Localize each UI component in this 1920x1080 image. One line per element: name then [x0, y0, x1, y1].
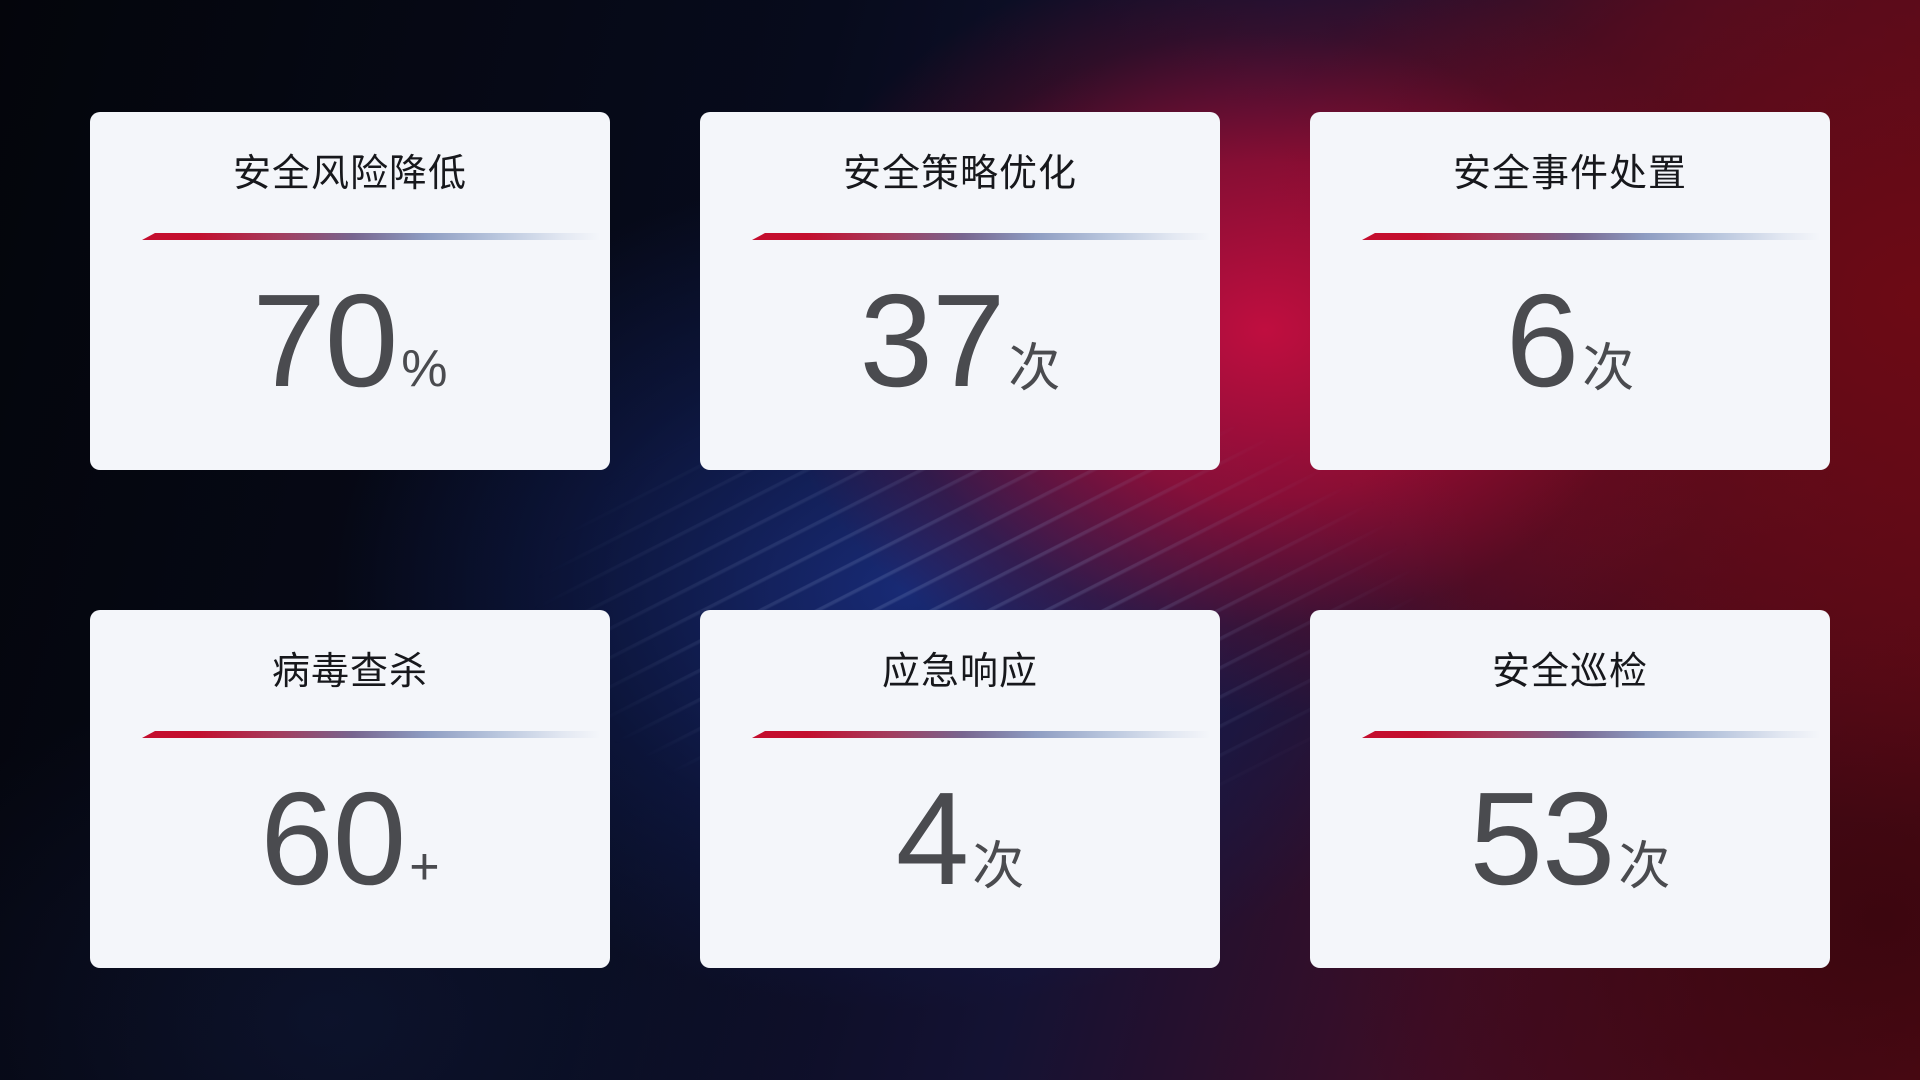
stat-value-row: 37 次: [700, 275, 1220, 407]
stat-unit: 次: [1618, 838, 1671, 896]
stat-value: 6: [1505, 267, 1579, 414]
card-title: 安全巡检: [1491, 651, 1648, 693]
stat-value: 37: [859, 267, 1006, 414]
stat-card-virus-scan: 病毒查杀 60 +: [90, 610, 610, 968]
stat-value: 60: [260, 765, 406, 912]
card-title: 安全策略优化: [842, 153, 1077, 195]
stat-unit: +: [409, 838, 440, 896]
card-title: 安全风险降低: [232, 153, 467, 195]
stat-unit: 次: [972, 838, 1025, 896]
stat-value-row: 4 次: [700, 773, 1220, 905]
stat-card-incident-handling: 安全事件处置 6 次: [1310, 112, 1830, 470]
stat-value: 4: [895, 765, 969, 912]
accent-divider: [1362, 233, 1820, 240]
stats-grid: 安全风险降低 70 % 安全策略优化 37 次 安全事件处置 6 次 病毒查: [90, 112, 1830, 968]
stat-unit: %: [401, 340, 448, 398]
stat-value-row: 53 次: [1310, 773, 1830, 905]
stat-card-risk-reduction: 安全风险降低 70 %: [90, 112, 610, 470]
stat-unit: 次: [1008, 340, 1061, 398]
card-title: 安全事件处置: [1452, 153, 1687, 195]
stat-card-policy-optimization: 安全策略优化 37 次: [700, 112, 1220, 470]
stat-value-row: 60 +: [90, 773, 610, 905]
stat-value-row: 6 次: [1310, 275, 1830, 407]
accent-divider: [142, 731, 600, 738]
stat-unit: 次: [1582, 340, 1635, 398]
stat-card-security-inspection: 安全巡检 53 次: [1310, 610, 1830, 968]
stat-value: 70: [252, 267, 398, 414]
accent-divider: [1362, 731, 1820, 738]
card-title: 应急响应: [881, 651, 1038, 693]
card-title: 病毒查杀: [271, 651, 428, 693]
stat-card-emergency-response: 应急响应 4 次: [700, 610, 1220, 968]
accent-divider: [752, 233, 1210, 240]
accent-divider: [142, 233, 600, 240]
accent-divider: [752, 731, 1210, 738]
stat-value: 53: [1469, 765, 1616, 912]
stat-value-row: 70 %: [90, 275, 610, 407]
